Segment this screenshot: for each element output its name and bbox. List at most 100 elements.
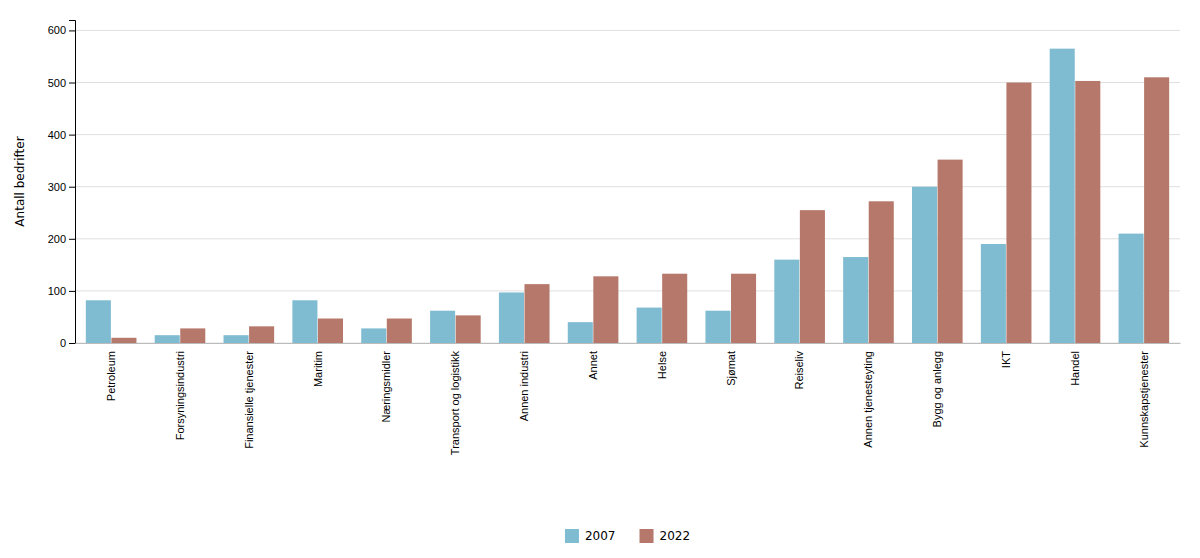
x-tick-label: Handel	[1069, 351, 1081, 386]
bar	[1006, 83, 1031, 343]
bar	[155, 335, 180, 343]
x-tick: Maritim	[312, 351, 324, 387]
bar	[292, 300, 317, 343]
y-tick-mark	[69, 83, 75, 84]
y-tick-mark	[69, 135, 75, 136]
bar	[111, 338, 136, 343]
x-tick: IKT	[1000, 351, 1012, 368]
bar	[361, 328, 386, 343]
grid-line	[75, 30, 1180, 31]
x-tick-label: Sjømat	[725, 351, 737, 386]
y-tick: 300	[48, 181, 75, 193]
y-tick-label: 200	[48, 233, 66, 245]
bar	[938, 160, 963, 343]
bar	[637, 308, 662, 343]
y-axis-line	[69, 21, 76, 344]
legend-item: 2022	[640, 529, 691, 543]
x-tick-label: Annen tjenesteyting	[862, 351, 874, 448]
legend-label: 2007	[585, 529, 616, 543]
y-tick-mark	[69, 343, 75, 344]
bar	[86, 300, 111, 343]
y-tick-mark	[69, 187, 75, 188]
x-tick-label: Bygg og anlegg	[931, 351, 943, 427]
chart: 0 100 200 300 400 500 600 Petroleum Forsyningsin…	[0, 0, 1200, 558]
bar-series	[86, 49, 1144, 343]
x-tick-label: Maritim	[312, 351, 324, 387]
y-tick-mark	[69, 291, 75, 292]
y-tick: 200	[48, 233, 75, 245]
x-tick-label: Annet	[587, 351, 599, 380]
bar	[430, 311, 455, 343]
bar	[593, 276, 618, 343]
y-tick-label: 500	[48, 77, 66, 89]
y-tick-label: 100	[48, 285, 66, 297]
bar	[180, 328, 205, 343]
x-tick: Annen tjenesteyting	[862, 351, 874, 448]
x-tick: Helse	[656, 351, 668, 379]
x-axis-line	[76, 343, 1181, 344]
y-tick-label: 400	[48, 129, 66, 141]
bar	[318, 319, 343, 343]
bar	[800, 210, 825, 343]
x-tick: Finansielle tjenester	[243, 351, 255, 449]
x-tick: Handel	[1069, 351, 1081, 386]
x-tick: Kunnskapstjenester	[1138, 351, 1150, 448]
legend-swatch	[565, 529, 579, 543]
x-tick-label: Reiseliv	[793, 351, 805, 390]
x-tick: Sjømat	[725, 351, 737, 386]
bar	[224, 335, 249, 343]
x-tick: Petroleum	[105, 351, 117, 401]
bar	[456, 315, 481, 343]
y-tick-label: 0	[60, 337, 66, 349]
bar	[662, 274, 687, 343]
y-tick-label: 600	[48, 24, 66, 36]
y-tick-mark	[69, 239, 75, 240]
bar	[568, 322, 593, 343]
x-tick-label: Petroleum	[105, 351, 117, 401]
x-tick-label: Finansielle tjenester	[243, 351, 255, 449]
y-tick: 100	[48, 285, 75, 297]
bar	[249, 326, 274, 343]
bar	[1075, 81, 1100, 343]
bar	[1119, 234, 1144, 343]
bar	[387, 319, 412, 343]
y-tick-label: 300	[48, 181, 66, 193]
legend: 2007 2022	[565, 529, 690, 543]
x-tick-label: Transport og logistikk	[449, 351, 461, 456]
bar	[774, 260, 799, 343]
x-tick: Reiseliv	[793, 351, 805, 390]
y-tick: 0	[60, 337, 75, 349]
bar	[499, 292, 524, 343]
x-tick-label: Helse	[656, 351, 668, 379]
x-axis: Petroleum Forsyningsindustri Finansielle t…	[76, 344, 1181, 456]
y-axis-title: Antall bedrifter	[13, 136, 27, 226]
x-tick-label: Annen industri	[518, 351, 530, 421]
bar	[1144, 77, 1169, 343]
bar	[981, 244, 1006, 343]
x-tick-label: Forsyningsindustri	[174, 351, 186, 440]
bar	[731, 274, 756, 343]
bar	[1050, 49, 1075, 343]
bars	[86, 49, 1169, 343]
x-tick: Annet	[587, 351, 599, 380]
legend-swatch	[640, 529, 654, 543]
bar	[912, 187, 937, 343]
y-tick-mark	[69, 30, 75, 31]
y-tick: 400	[48, 129, 75, 141]
legend-label: 2022	[660, 529, 691, 543]
x-tick-label: Kunnskapstjenester	[1138, 351, 1150, 448]
plot: 0 100 200 300 400 500 600 Petroleum Forsyningsin…	[48, 21, 1181, 456]
x-tick: Transport og logistikk	[449, 351, 461, 456]
y-tick: 500	[48, 77, 75, 89]
legend-item: 2007	[565, 529, 616, 543]
x-tick: Næringsmidler	[380, 351, 392, 423]
x-tick: Annen industri	[518, 351, 530, 421]
bar-series	[111, 77, 1169, 343]
x-tick: Bygg og anlegg	[931, 351, 943, 427]
x-tick-label: IKT	[1000, 351, 1012, 368]
bar	[705, 311, 730, 343]
bar	[843, 257, 868, 343]
x-tick: Forsyningsindustri	[174, 351, 186, 440]
bar	[524, 284, 549, 343]
y-axis: 0 100 200 300 400 500 600	[48, 21, 76, 350]
